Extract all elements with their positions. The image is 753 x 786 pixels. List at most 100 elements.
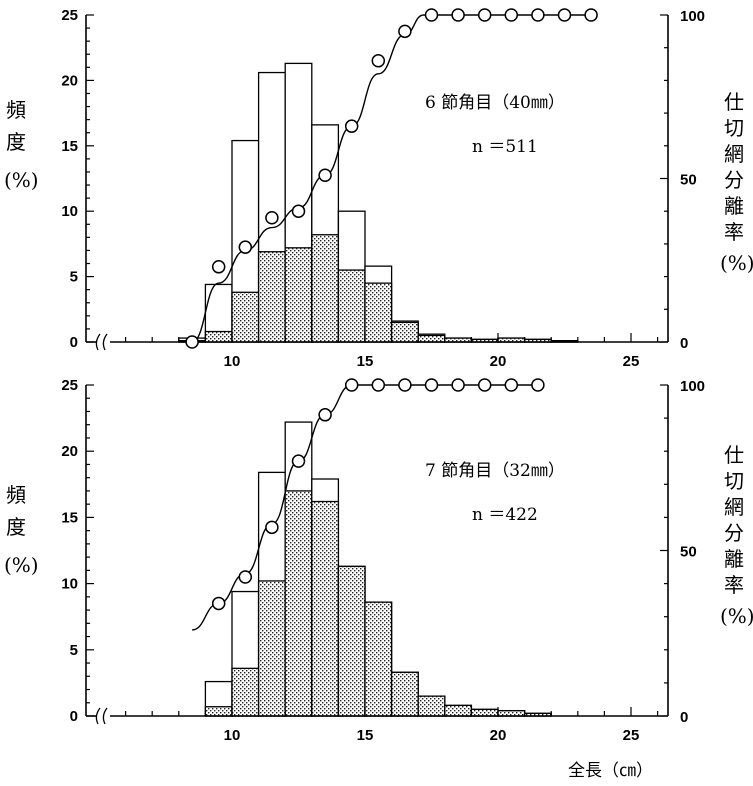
retention-point [238, 240, 253, 254]
bar-retained [257, 251, 286, 343]
y-left-tick-label: 25 [61, 7, 78, 24]
y-right-label-top-char: (%) [720, 251, 753, 275]
retention-point [265, 520, 279, 535]
y-right-label-bottom-char: 切 [724, 469, 744, 493]
y-left-tick-label: 10 [61, 203, 78, 220]
y-right-label-bottom: 仕 切 網 分 離 率 (%) [720, 443, 753, 628]
bar-retained [284, 247, 313, 343]
y-right-label-top-char: 仕 [724, 90, 744, 114]
x-tick-label: 10 [224, 353, 241, 370]
x-tick-label: 15 [357, 727, 374, 744]
y-left-tick-label: 15 [61, 509, 78, 526]
bar-retained [470, 708, 499, 717]
retention-point [291, 454, 306, 468]
retention-point [185, 335, 199, 349]
retention-point [451, 8, 465, 22]
bar-retained [417, 334, 446, 343]
retention-point [344, 378, 359, 392]
axis-break-mark [95, 333, 108, 351]
y-left-label-top: 頻 度 (%) [4, 98, 39, 192]
y-right-tick-label: 0 [680, 335, 688, 352]
retention-point [504, 8, 519, 22]
retention-point [531, 378, 545, 392]
retention-point [211, 260, 226, 274]
bar-retained [417, 695, 446, 717]
x-tick-label: 20 [490, 353, 507, 370]
bar-retained [231, 667, 260, 717]
bar-retained [204, 330, 233, 343]
y-right-label-bottom-char: 率 [724, 573, 744, 597]
y-left-label-bottom-char: 頻 [6, 483, 26, 507]
y-left-tick-label: 0 [70, 334, 78, 351]
retention-point [318, 408, 332, 422]
y-right-tick-label: 50 [680, 544, 697, 561]
bar-retained [337, 565, 366, 717]
n-label-top: n ＝511 [472, 137, 538, 157]
x-tick-label: 25 [623, 353, 640, 370]
retention-point [451, 378, 465, 392]
retention-point [477, 8, 492, 22]
y-left-label-bottom: 頻 度 (%) [4, 483, 39, 577]
y-right-label-top-char: 離 [724, 194, 744, 218]
bar-retained [390, 671, 419, 717]
retention-point [504, 378, 519, 392]
y-left-tick-label: 20 [61, 443, 78, 460]
retention-point [211, 596, 226, 611]
y-left-label-top-char: (%) [4, 168, 39, 192]
y-right-tick-label: 0 [680, 709, 688, 726]
y-left-tick-label: 15 [61, 138, 78, 155]
bar-retained [204, 706, 233, 717]
y-right-label-bottom-char: 離 [724, 547, 744, 571]
x-axis-label: 全長（㎝） [568, 761, 653, 781]
retention-point [584, 8, 598, 22]
y-right-label-bottom-char: 仕 [724, 443, 744, 467]
n-label-bottom: n ＝422 [472, 505, 538, 525]
bar-retained [444, 704, 473, 717]
retention-point [398, 24, 412, 39]
y-right-label-top-char: 網 [724, 142, 744, 166]
bar-retained [311, 234, 340, 343]
retention-point [424, 8, 439, 22]
y-right-label-top-char: 切 [724, 116, 744, 140]
top-chart-panel: 6 節角目（40㎜） n ＝511 0 5 10 15 20 25 0 50 100 10 15 20… [61, 7, 705, 370]
y-right-label-top-char: 率 [724, 220, 744, 244]
bar-retained [390, 321, 419, 343]
retention-point [477, 378, 492, 392]
retention-point [238, 570, 253, 584]
y-left-label-bottom-char: 度 [6, 515, 26, 539]
bar-retained [257, 580, 286, 717]
retention-curve [191, 14, 592, 343]
retention-point [531, 8, 545, 22]
retention-point [371, 54, 386, 68]
y-right-label-top: 仕 切 網 分 離 率 (%) [720, 90, 753, 275]
retention-point [371, 378, 386, 392]
y-left-tick-label: 10 [61, 576, 78, 593]
retention-point [265, 210, 279, 225]
y-left-label-top-char: 度 [6, 130, 26, 154]
bar-retained [311, 500, 340, 717]
y-left-tick-label: 20 [61, 72, 78, 89]
annotation-top: 6 節角目（40㎜） [425, 93, 565, 113]
axis-break-mark [95, 707, 108, 725]
retention-point [398, 378, 412, 392]
bar-retained [364, 282, 393, 343]
bar-retained [337, 269, 366, 343]
y-left-tick-label: 5 [70, 269, 78, 286]
bar-retained [364, 601, 393, 717]
y-right-tick-label: 100 [680, 8, 705, 25]
y-right-tick-label: 100 [680, 378, 705, 395]
y-right-label-bottom-char: 網 [724, 495, 744, 519]
retention-point [344, 119, 359, 133]
y-right-label-bottom-char: 分 [724, 521, 744, 545]
retention-point [318, 168, 332, 182]
y-right-tick-label: 50 [680, 172, 697, 189]
x-tick-label: 10 [224, 727, 241, 744]
bar-retained [284, 490, 313, 717]
bottom-chart-panel: 7 節角目（32㎜） n ＝422 全長（㎝） 0 5 10 15 20 25 0 50 100… [61, 377, 705, 781]
retention-point [424, 378, 439, 392]
y-left-tick-label: 25 [61, 377, 78, 394]
y-left-tick-label: 5 [70, 642, 78, 659]
y-right-label-top-char: 分 [724, 168, 744, 192]
x-tick-label: 25 [623, 727, 640, 744]
